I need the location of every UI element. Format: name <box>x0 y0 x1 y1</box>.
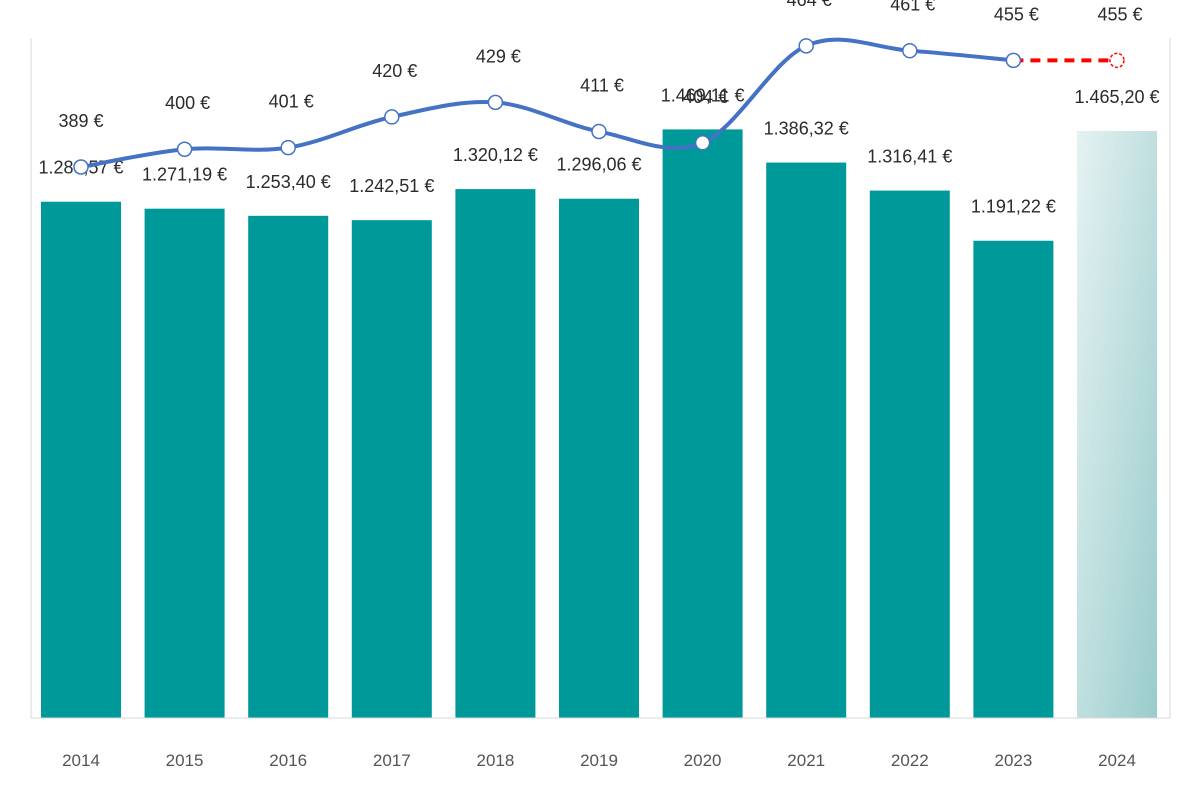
line-value-label: 404 € <box>683 87 728 107</box>
line-point-2016 <box>280 139 296 156</box>
bar-2021 <box>766 162 847 718</box>
x-tick-label: 2018 <box>476 751 514 770</box>
bar-2020 <box>662 129 743 718</box>
bar-2019 <box>559 198 639 719</box>
bar-2015 <box>144 208 225 718</box>
line-point-2014 <box>73 159 89 175</box>
bar-value-label: 1.242,51 € <box>349 176 434 196</box>
bar-value-label: 1.253,40 € <box>246 172 331 192</box>
line-point-2024-projected <box>1109 52 1125 69</box>
x-tick-label: 2020 <box>684 751 722 770</box>
bar-value-label: 1.386,32 € <box>764 119 849 139</box>
bar-2014 <box>41 201 121 718</box>
bar-value-label: 1.316,41 € <box>867 147 952 167</box>
x-tick-label: 2022 <box>891 751 929 770</box>
line-value-label: 389 € <box>58 111 103 131</box>
bar-value-label: 1.320,12 € <box>453 145 538 165</box>
bar-2016 <box>248 215 329 718</box>
bar-value-label: 1.296,06 € <box>556 155 641 175</box>
line-value-label: 401 € <box>269 92 314 112</box>
bar-value-label: 1.271,19 € <box>142 165 227 185</box>
line-point-2018 <box>487 94 504 111</box>
line-point-2019 <box>591 123 607 140</box>
x-tick-label: 2023 <box>994 751 1032 770</box>
x-tick-label: 2017 <box>373 751 411 770</box>
x-tick-label: 2021 <box>787 751 825 770</box>
x-tick-label: 2019 <box>580 751 618 770</box>
line-value-label: 455 € <box>994 4 1039 24</box>
bar-2024-projected <box>1077 130 1157 719</box>
line-series: 389 € 400 € 401 € 420 € 429 € 411 € 404 € 464 €… <box>58 0 1143 175</box>
line-point-2017 <box>384 109 400 125</box>
x-axis-ticks: 2014 2015 2016 2017 2018 2019 2020 2021 2022 2023… <box>62 751 1136 770</box>
bar-2018 <box>455 189 536 718</box>
x-tick-label: 2016 <box>269 751 307 770</box>
line-point-2015 <box>176 141 193 157</box>
bar-2022 <box>869 190 950 718</box>
bar-value-label: 1.191,22 € <box>971 197 1056 217</box>
bar-value-label: 1.469,11 € <box>661 85 745 105</box>
line-value-label: 400 € <box>165 93 210 113</box>
line-value-label: 464 € <box>787 0 832 10</box>
line-value-label: 461 € <box>890 0 935 15</box>
x-tick-label: 2024 <box>1098 751 1136 770</box>
line-point-2022 <box>902 42 918 59</box>
line-point-2020 <box>694 135 711 151</box>
line-value-label: 420 € <box>372 61 417 81</box>
x-tick-label: 2015 <box>166 751 204 770</box>
bar-series: 1.288,57 €1.271,19 €1.253,40 €1.242,51 €… <box>38 85 1160 719</box>
line-value-label: 455 € <box>1097 4 1142 24</box>
bar-value-label: 1.465,20 € <box>1074 87 1159 107</box>
line-point-2021 <box>798 38 814 54</box>
bar-2023 <box>973 240 1054 718</box>
line-value-label: 429 € <box>476 46 521 66</box>
bar-2017 <box>351 220 432 718</box>
x-tick-label: 2014 <box>62 751 100 770</box>
line-path <box>79 37 1016 169</box>
line-value-label: 411 € <box>580 75 624 95</box>
line-point-2023 <box>1005 52 1022 69</box>
